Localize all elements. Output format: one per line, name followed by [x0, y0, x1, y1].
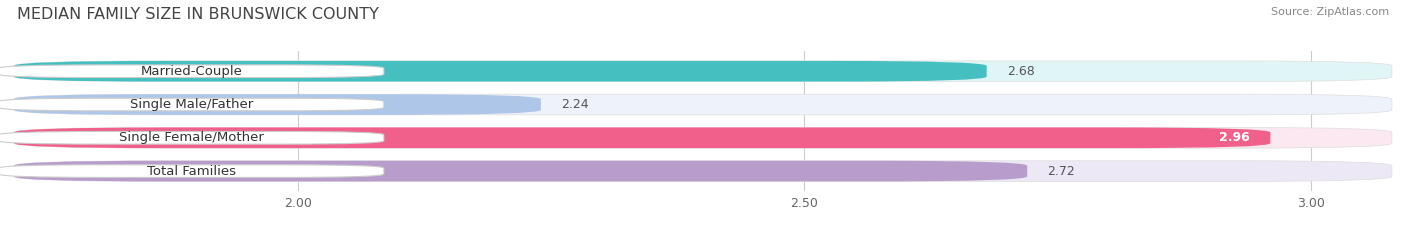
Text: MEDIAN FAMILY SIZE IN BRUNSWICK COUNTY: MEDIAN FAMILY SIZE IN BRUNSWICK COUNTY	[17, 7, 378, 22]
FancyBboxPatch shape	[14, 161, 1392, 182]
FancyBboxPatch shape	[14, 61, 987, 82]
FancyBboxPatch shape	[14, 161, 1028, 182]
FancyBboxPatch shape	[0, 165, 384, 177]
Text: 2.68: 2.68	[1007, 65, 1035, 78]
Text: Single Female/Mother: Single Female/Mother	[120, 131, 264, 144]
FancyBboxPatch shape	[14, 94, 541, 115]
Text: 2.96: 2.96	[1219, 131, 1250, 144]
FancyBboxPatch shape	[14, 127, 1271, 148]
FancyBboxPatch shape	[14, 94, 1392, 115]
Text: Single Male/Father: Single Male/Father	[129, 98, 253, 111]
FancyBboxPatch shape	[14, 61, 1392, 82]
FancyBboxPatch shape	[0, 131, 384, 144]
Text: Married-Couple: Married-Couple	[141, 65, 242, 78]
FancyBboxPatch shape	[14, 127, 1392, 148]
FancyBboxPatch shape	[0, 98, 384, 111]
FancyBboxPatch shape	[0, 65, 384, 78]
Text: Source: ZipAtlas.com: Source: ZipAtlas.com	[1271, 7, 1389, 17]
Text: 2.24: 2.24	[561, 98, 589, 111]
Text: Total Families: Total Families	[146, 164, 236, 178]
Text: 2.72: 2.72	[1047, 164, 1076, 178]
